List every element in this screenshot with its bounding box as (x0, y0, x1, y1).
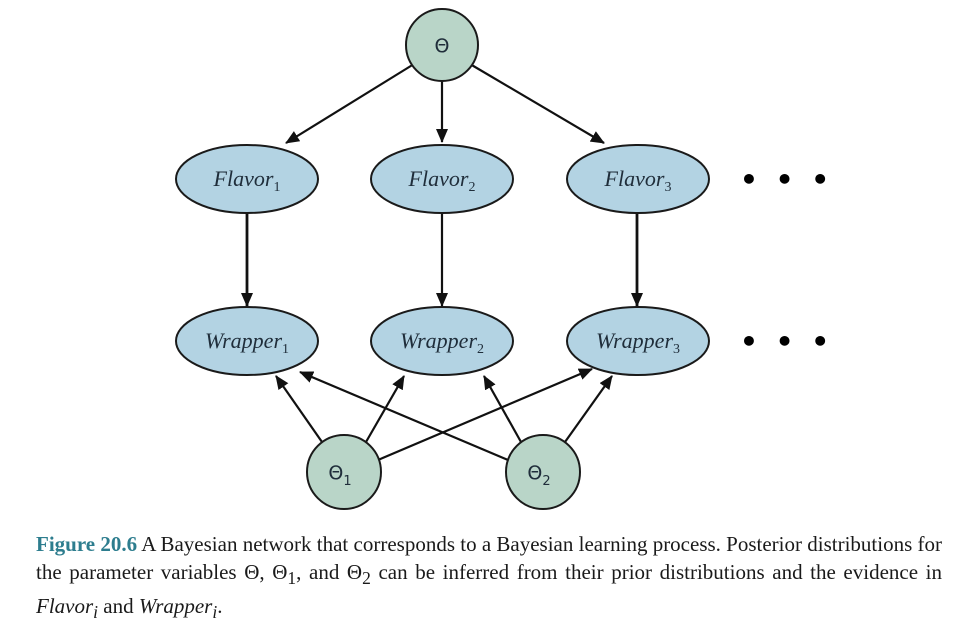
node-flavor1: Flavor1 (175, 144, 319, 214)
node-theta1: Θ1 (306, 434, 382, 510)
svg-text:Flavor1: Flavor1 (213, 166, 281, 195)
edge-theta1-wrapper3 (377, 367, 593, 462)
edge-theta1-wrapper1 (275, 375, 323, 443)
svg-text:Θ1: Θ1 (328, 462, 351, 489)
node-theta2-label: Θ (527, 462, 542, 484)
edges (241, 63, 643, 462)
ellipsis-flavor-row: • • • (740, 163, 833, 196)
node-flavor2-label: Flavor (408, 166, 469, 191)
edge-theta2-wrapper3 (564, 375, 613, 443)
caption-text-4: and (98, 594, 139, 619)
node-wrapper3: Wrapper3 (566, 306, 710, 376)
node-flavor3: Flavor3 (566, 144, 710, 214)
svg-text:Wrapper3: Wrapper3 (596, 328, 680, 357)
node-wrapper1-subscript: 1 (282, 342, 289, 357)
node-flavor1-subscript: 1 (273, 180, 280, 195)
node-theta1-subscript: 1 (343, 474, 351, 489)
edge-theta2-wrapper1 (299, 370, 509, 462)
svg-text:Wrapper2: Wrapper2 (400, 328, 484, 357)
node-flavor2: Flavor2 (370, 144, 514, 214)
node-wrapper2-label: Wrapper (400, 328, 477, 353)
edge-theta-flavor1 (285, 63, 415, 144)
caption-flavor-term: Flavor (36, 594, 94, 619)
node-flavor3-subscript: 3 (664, 180, 671, 195)
node-wrapper1: Wrapper1 (175, 306, 319, 376)
caption-sub-i1: i (93, 602, 99, 623)
figure-caption: Figure 20.6 A Bayesian network that corr… (36, 530, 942, 626)
caption-text-2: , and Θ (296, 560, 363, 584)
edge-theta1-wrapper2 (365, 375, 405, 443)
edge-theta-flavor3 (469, 63, 605, 144)
caption-sub-i2: i (212, 602, 218, 623)
node-flavor2-subscript: 2 (468, 180, 475, 195)
node-flavor3-label: Flavor (604, 166, 665, 191)
caption-wrapper-term: Wrapper (138, 594, 213, 619)
caption-sub-1: 1 (287, 568, 297, 589)
caption-text-3: can be inferred from their prior distrib… (370, 560, 942, 584)
node-theta-label: Θ (435, 35, 450, 57)
bayesian-network-diagram: Θ Flavor1 Flavor2 Flavor3 • • • Wrapper1… (175, 8, 833, 510)
figure-number: Figure 20.6 (36, 532, 138, 556)
ellipsis-wrapper-row: • • • (740, 325, 833, 358)
node-wrapper1-label: Wrapper (205, 328, 282, 353)
node-theta2: Θ2 (505, 434, 581, 510)
caption-text-1: A Bayesian network that corresponds to a… (36, 532, 943, 584)
node-theta1-label: Θ (328, 462, 343, 484)
svg-text:Flavor2: Flavor2 (408, 166, 476, 195)
svg-text:Θ2: Θ2 (527, 462, 550, 489)
node-flavor1-label: Flavor (213, 166, 274, 191)
node-theta: Θ (405, 8, 479, 82)
node-theta2-subscript: 2 (542, 474, 550, 489)
node-wrapper2-subscript: 2 (477, 342, 484, 357)
caption-sub-2: 2 (362, 568, 371, 589)
node-wrapper2: Wrapper2 (370, 306, 514, 376)
svg-text:Wrapper1: Wrapper1 (205, 328, 289, 357)
svg-text:Flavor3: Flavor3 (604, 166, 672, 195)
node-wrapper3-subscript: 3 (673, 342, 680, 357)
edge-theta2-wrapper2 (483, 375, 522, 443)
node-wrapper3-label: Wrapper (596, 328, 673, 353)
caption-text-5: . (217, 594, 223, 619)
